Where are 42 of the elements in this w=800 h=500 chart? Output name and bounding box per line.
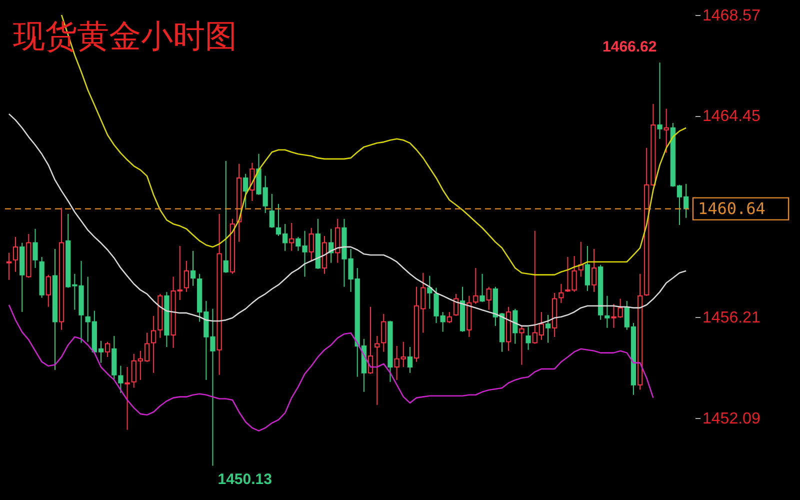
candlestick (269, 193, 274, 228)
line-series (8, 304, 654, 432)
candlestick (151, 315, 156, 374)
candlestick (519, 325, 524, 366)
candlestick (184, 260, 190, 292)
y-tick-label: 1464.45 (702, 108, 760, 126)
candlestick (584, 245, 590, 292)
candlestick (223, 160, 228, 274)
candlestick (12, 236, 18, 272)
candlestick (124, 366, 130, 430)
candlestick (308, 227, 314, 262)
candlestick (480, 273, 485, 302)
candlestick (6, 252, 12, 280)
annotation: 1466.62 (602, 38, 657, 56)
candlestick (118, 365, 124, 394)
candlestick (446, 311, 452, 324)
candlestick (453, 293, 459, 316)
candlestick (104, 341, 110, 358)
y-tick-label: 1468.57 (702, 7, 760, 24)
candlestick (526, 326, 531, 350)
candlestick (243, 173, 248, 208)
annotation: 1450.13 (218, 470, 272, 488)
candlestick (558, 283, 564, 304)
candlestick (32, 228, 38, 268)
ref-line-label: 1460.64 (698, 198, 766, 218)
candlestick (473, 267, 478, 304)
candlestick (657, 62, 662, 140)
candlestick (545, 314, 551, 344)
candlestick (591, 248, 597, 292)
candlestick (381, 313, 386, 352)
candlestick (427, 275, 432, 310)
candlestick (486, 286, 492, 310)
y-tick-label: 1452.09 (702, 410, 760, 428)
y-tick-label: 1456.21 (702, 310, 760, 327)
candlestick (664, 108, 669, 154)
candlestick (604, 295, 610, 328)
candlestick (46, 274, 51, 308)
candlestick (289, 222, 294, 252)
candlestick (512, 308, 518, 344)
candlestick (407, 346, 413, 374)
candlestick (374, 335, 380, 406)
candlestick (190, 250, 196, 286)
